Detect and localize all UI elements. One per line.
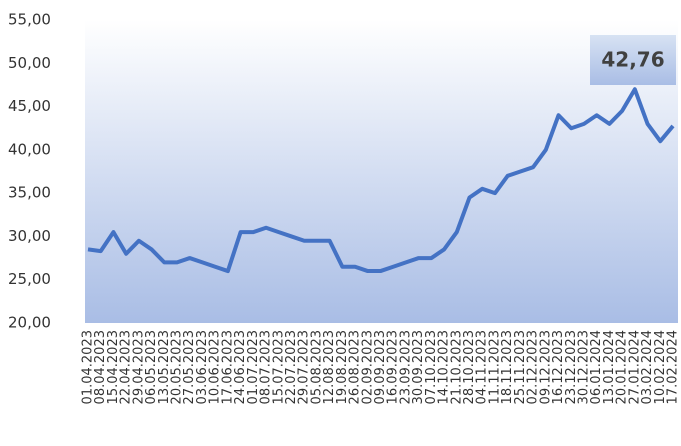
x-tick-label: 08.04.2023: [93, 330, 108, 404]
x-tick-label: 28.10.2023: [462, 330, 477, 404]
x-tick-label: 09.09.2023: [373, 330, 388, 404]
x-tick-label: 15.04.2023: [106, 330, 121, 404]
x-tick-label: 02.09.2023: [360, 330, 375, 404]
x-tick-label: 01.04.2023: [81, 330, 96, 404]
x-tick-label: 23.12.2023: [564, 330, 579, 404]
y-tick-label: 30,00: [8, 227, 51, 245]
x-tick-label: 13.01.2024: [602, 330, 617, 404]
x-tick-label: 02.12.2023: [526, 330, 541, 404]
x-tick-label: 16.12.2023: [551, 330, 566, 404]
x-tick-label: 25.11.2023: [513, 330, 528, 404]
x-tick-label: 17.02.2024: [666, 330, 681, 404]
x-tick-label: 09.12.2023: [538, 330, 553, 404]
x-tick-label: 24.06.2023: [233, 330, 248, 404]
x-tick-label: 07.10.2023: [424, 330, 439, 404]
x-tick-label: 06.01.2024: [589, 330, 604, 404]
x-tick-label: 18.11.2023: [500, 330, 515, 404]
x-tick-label: 01.07.2023: [246, 330, 261, 404]
plot-area: [85, 20, 678, 323]
y-tick-label: 25,00: [8, 270, 51, 288]
x-tick-label: 03.06.2023: [195, 330, 210, 404]
x-tick-label: 23.09.2023: [398, 330, 413, 404]
x-tick-label: 22.04.2023: [119, 330, 134, 404]
x-tick-label: 04.11.2023: [475, 330, 490, 404]
line: [87, 87, 675, 274]
x-tick-label: 20.01.2024: [615, 330, 630, 404]
annotation-box: [590, 35, 676, 85]
x-tick-label: 22.07.2023: [284, 330, 299, 404]
y-tick-label: 35,00: [8, 184, 51, 202]
x-tick-label: 29.07.2023: [297, 330, 312, 404]
x-tick-label: 17.06.2023: [220, 330, 235, 404]
y-tick-label: 50,00: [8, 54, 51, 72]
y-tick-label: 20,00: [8, 314, 51, 332]
x-tick-label: 12.08.2023: [322, 330, 337, 404]
y-tick-label: 55,00: [8, 11, 51, 29]
x-tick-label: 30.12.2023: [576, 330, 591, 404]
x-tick-label: 05.08.2023: [309, 330, 324, 404]
x-tick-label: 21.10.2023: [449, 330, 464, 404]
x-tick-label: 08.07.2023: [259, 330, 274, 404]
x-tick-label: 19.08.2023: [335, 330, 350, 404]
x-tick-label: 06.05.2023: [144, 330, 159, 404]
y-tick-label: 40,00: [8, 140, 51, 158]
x-tick-label: 27.05.2023: [182, 330, 197, 404]
x-tick-label: 16.09.2023: [386, 330, 401, 404]
x-tick-label: 10.02.2024: [653, 330, 668, 404]
x-tick-label: 10.06.2023: [208, 330, 223, 404]
x-tick-label: 20.05.2023: [170, 330, 185, 404]
x-tick-label: 13.05.2023: [157, 330, 172, 404]
x-tick-label: 26.08.2023: [348, 330, 363, 404]
x-tick-label: 03.02.2024: [640, 330, 655, 404]
x-tick-label: 30.09.2023: [411, 330, 426, 404]
x-tick-label: 11.11.2023: [487, 330, 502, 404]
x-tick-label: 14.10.2023: [437, 330, 452, 404]
x-tick-label: 29.04.2023: [131, 330, 146, 404]
x-tick-label: 27.01.2024: [627, 330, 642, 404]
y-tick-label: 45,00: [8, 97, 51, 115]
annotation: 42,76: [601, 48, 664, 72]
x-tick-label: 15.07.2023: [271, 330, 286, 404]
